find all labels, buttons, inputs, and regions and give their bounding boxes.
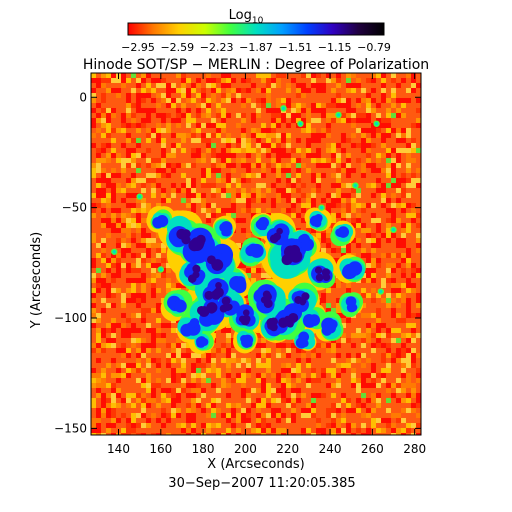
- y-axis: 0 −50 −100 −150: [54, 90, 421, 435]
- x-tick-label: 280: [403, 442, 426, 456]
- colorbar: Log10 −2.95 −2.59 −2.23 −1.87 −1.51 −1.15 −0.7…: [121, 8, 391, 54]
- colorbar-tick-label: −2.23: [200, 41, 234, 54]
- y-tick-label: 0: [79, 90, 87, 104]
- x-axis-label: X (Arcseconds): [207, 457, 304, 472]
- colorbar-tick-label: −1.87: [239, 41, 273, 54]
- x-tick-label: 220: [276, 442, 299, 456]
- colorbar-tick-label: −2.59: [160, 41, 194, 54]
- colorbar-ticks: −2.95 −2.59 −2.23 −1.87 −1.51 −1.15 −0.79: [121, 41, 391, 54]
- timestamp: 30−Sep−2007 11:20:05.385: [168, 476, 355, 491]
- colorbar-strip: [127, 22, 385, 36]
- colorbar-tick-label: −1.15: [318, 41, 352, 54]
- colorbar-tick-label: −2.95: [121, 41, 155, 54]
- x-tick-label: 180: [192, 442, 215, 456]
- x-tick-label: 140: [107, 442, 130, 456]
- colorbar-tick-label: −0.79: [357, 41, 391, 54]
- map-polarized-regions: [111, 105, 397, 354]
- colorbar-label: Log10: [229, 8, 264, 26]
- y-tick-label: −150: [54, 421, 87, 435]
- figure-title: Hinode SOT/SP − MERLIN : Degree of Polar…: [83, 57, 429, 73]
- x-tick-label: 200: [234, 442, 257, 456]
- y-axis-label: Y (Arcseconds): [29, 232, 44, 329]
- polarization-map: [90, 72, 422, 436]
- x-axis: 140 160 180 200 220 240 260 280: [107, 73, 426, 456]
- y-tick-label: −50: [62, 201, 87, 215]
- map-frame: [90, 72, 422, 436]
- y-tick-label: −100: [54, 311, 87, 325]
- x-tick-label: 260: [361, 442, 384, 456]
- x-tick-label: 160: [149, 442, 172, 456]
- colorbar-tick-label: −1.51: [278, 41, 312, 54]
- x-tick-label: 240: [319, 442, 342, 456]
